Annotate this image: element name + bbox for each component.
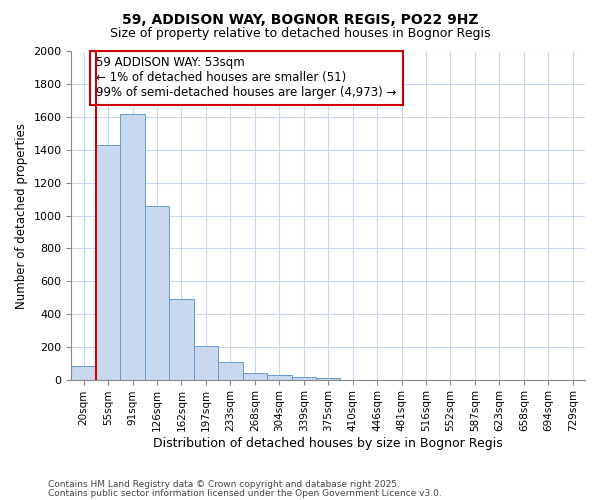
Bar (218, 362, 242, 380)
Y-axis label: Number of detached properties: Number of detached properties (15, 122, 28, 308)
Text: 59, ADDISON WAY, BOGNOR REGIS, PO22 9HZ: 59, ADDISON WAY, BOGNOR REGIS, PO22 9HZ (122, 12, 478, 26)
Bar (194, 346, 218, 380)
Bar (242, 373, 267, 380)
Text: Contains public sector information licensed under the Open Government Licence v3: Contains public sector information licen… (48, 489, 442, 498)
Bar (316, 378, 340, 380)
Bar (145, 206, 169, 380)
Bar (267, 374, 292, 380)
X-axis label: Distribution of detached houses by size in Bognor Regis: Distribution of detached houses by size … (154, 437, 503, 450)
Text: Contains HM Land Registry data © Crown copyright and database right 2025.: Contains HM Land Registry data © Crown c… (48, 480, 400, 489)
Bar (96, 145, 121, 380)
Text: 59 ADDISON WAY: 53sqm
← 1% of detached houses are smaller (51)
99% of semi-detac: 59 ADDISON WAY: 53sqm ← 1% of detached h… (97, 56, 397, 100)
Bar (71, 366, 96, 380)
Bar (292, 377, 316, 380)
Bar (121, 114, 145, 380)
Text: Size of property relative to detached houses in Bognor Regis: Size of property relative to detached ho… (110, 28, 490, 40)
Bar (169, 299, 194, 380)
